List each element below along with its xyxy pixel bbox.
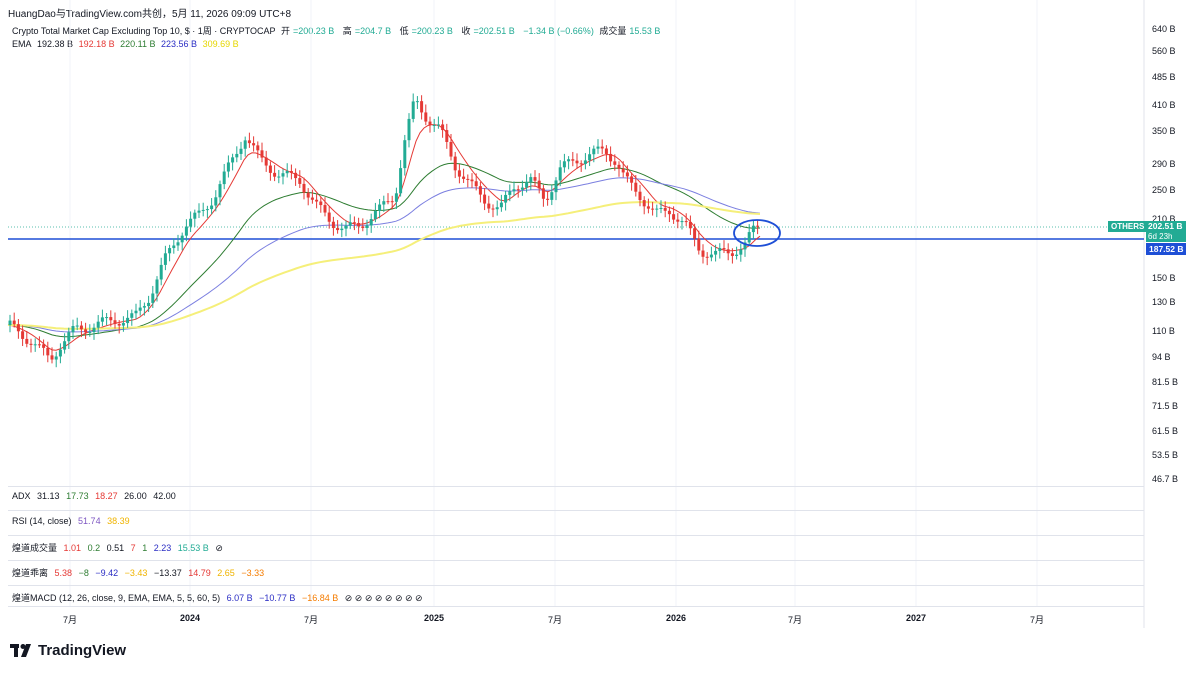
rsi-legend[interactable]: RSI (14, close) 51.74 38.39 [12, 516, 134, 526]
deviation-value: 5.38 [54, 568, 73, 578]
ema-value: 192.18 B [78, 39, 115, 49]
time-axis-label: 7月 [62, 615, 78, 625]
price-axis-label: 150 B [1152, 273, 1176, 283]
ema-label: EMA [12, 39, 32, 49]
adx-value: 18.27 [95, 491, 118, 501]
macd-value: −10.77 B [259, 593, 296, 603]
time-axis-label: 7月 [547, 615, 563, 625]
bar-countdown: 6d 23h [1148, 232, 1173, 241]
low-label: 低 =200.23 B [399, 26, 453, 36]
adx-title: ADX [12, 491, 31, 501]
adx-value: 31.13 [37, 491, 60, 501]
annotation-ellipse[interactable] [733, 219, 781, 247]
time-axis-label: 7月 [1029, 615, 1045, 625]
macd-value: 6.07 B [226, 593, 253, 603]
hidden-values-icons: ⊘ ⊘ ⊘ ⊘ ⊘ ⊘ ⊘ ⊘ [344, 593, 423, 603]
price-axis-label: 410 B [1152, 100, 1176, 110]
deviation-value: −13.37 [153, 568, 182, 578]
macd-value: −16.84 B [301, 593, 339, 603]
price-axis-label: 53.5 B [1152, 450, 1179, 460]
volume-indicator-value: 0.51 [106, 543, 125, 553]
adx-value: 26.00 [124, 491, 147, 501]
deviation-value: −3.33 [241, 568, 265, 578]
ema-legend[interactable]: EMA 192.38 B 192.18 B 220.11 B 223.56 B … [12, 39, 242, 49]
candlestick-series [8, 93, 760, 368]
price-axis-label: 485 B [1152, 72, 1176, 82]
price-axis-label: 71.5 B [1152, 401, 1179, 411]
macd-legend[interactable]: 煌道MACD (12, 26, close, 9, EMA, EMA, 5, 5… [12, 591, 427, 604]
price-axis-label: 81.5 B [1152, 377, 1179, 387]
ema-value: 309.69 B [202, 39, 239, 49]
ema-lines [7, 124, 761, 351]
open-label: 开 =200.23 B [280, 26, 335, 36]
ema-value: 220.11 B [120, 39, 156, 49]
pane-separator[interactable] [8, 535, 1144, 536]
pane-separator[interactable] [8, 585, 1144, 586]
ema-value: 192.38 B [37, 39, 74, 49]
horizontal-line-price-tag: 187.52 B [1146, 243, 1186, 255]
volume-indicator-title: 煌道成交量 [12, 543, 58, 553]
symbol-legend[interactable]: Crypto Total Market Cap Excluding Top 10… [12, 24, 666, 37]
close-label: 收 =202.51 B [461, 26, 515, 36]
pane-separator[interactable] [8, 486, 1144, 487]
price-axis-label: 350 B [1152, 126, 1176, 136]
time-axis-label: 7月 [303, 615, 319, 625]
time-axis-label: 2024 [179, 613, 201, 623]
price-axis-label: 640 B [1152, 24, 1176, 34]
deviation-value: 2.65 [217, 568, 235, 578]
adx-value: 42.00 [153, 491, 176, 501]
adx-legend[interactable]: ADX 31.13 17.73 18.27 26.00 42.00 [12, 491, 180, 501]
ema-value: 223.56 B [161, 39, 198, 49]
volume-indicator-value: 1.01 [63, 543, 82, 553]
pane-separator[interactable] [8, 510, 1144, 511]
time-axis-label: 2026 [665, 613, 687, 623]
deviation-value: −9.42 [95, 568, 119, 578]
price-axis-label: 290 B [1152, 159, 1176, 169]
hidden-value-icon: ⊘ [215, 543, 223, 553]
vertical-gridlines [69, 0, 1038, 606]
high-label: 高 =204.7 B [342, 26, 392, 36]
volume-indicator-value: 7 [130, 543, 136, 553]
price-axis-label: 130 B [1152, 297, 1176, 307]
volume-indicator-value: 2.23 [153, 543, 172, 553]
price-axis-label: 210 B [1152, 214, 1176, 224]
volume-indicator-value: 0.2 [87, 543, 101, 553]
pane-separator[interactable] [8, 560, 1144, 561]
adx-value: 17.73 [66, 491, 89, 501]
price-axis-label: 250 B [1152, 185, 1176, 195]
volume-indicator-value: 15.53 B [177, 543, 209, 553]
symbol-name: Crypto Total Market Cap Excluding Top 10… [12, 26, 276, 36]
volume-indicator-value: 1 [142, 543, 148, 553]
price-axis-label: 110 B [1152, 326, 1175, 336]
last-price-tag: 202.51 B 6d 23h [1146, 221, 1186, 242]
change-value: −1.34 B (−0.66%) [523, 26, 594, 36]
time-axis-label: 2025 [423, 613, 445, 623]
deviation-value: −3.43 [124, 568, 148, 578]
deviation-value: −8 [78, 568, 89, 578]
time-axis-label: 2027 [905, 613, 927, 623]
symbol-tag: OTHERS [1108, 221, 1148, 232]
rsi-value: 51.74 [78, 516, 101, 526]
rsi-title: RSI (14, close) [12, 516, 72, 526]
deviation-indicator-legend[interactable]: 煌道乖离 5.38 −8 −9.42 −3.43 −13.37 14.79 2.… [12, 566, 268, 579]
price-axis-label: 94 B [1152, 352, 1171, 362]
chart-author-line: HuangDao与TradingView.com共创，5月 11, 2026 0… [8, 9, 292, 20]
deviation-indicator-title: 煌道乖离 [12, 568, 49, 578]
tradingview-logo[interactable]: TradingView [10, 642, 126, 659]
rsi-value: 38.39 [107, 516, 130, 526]
macd-title: 煌道MACD (12, 26, close, 9, EMA, EMA, 5, 5… [12, 593, 221, 603]
time-axis-label: 7月 [787, 615, 803, 625]
price-axis-label: 46.7 B [1152, 474, 1179, 484]
tradingview-icon [10, 643, 31, 657]
tradingview-wordmark: TradingView [38, 642, 127, 659]
time-axis-border [8, 606, 1144, 607]
price-axis-label: 560 B [1152, 46, 1176, 56]
price-axis-label: 61.5 B [1152, 426, 1179, 436]
volume-indicator-legend[interactable]: 煌道成交量 1.01 0.2 0.51 7 1 2.23 15.53 B ⊘ [12, 541, 227, 554]
last-price-value: 202.51 B [1148, 221, 1183, 231]
deviation-value: 14.79 [188, 568, 211, 578]
volume-label: 成交量 15.53 B [599, 26, 661, 36]
